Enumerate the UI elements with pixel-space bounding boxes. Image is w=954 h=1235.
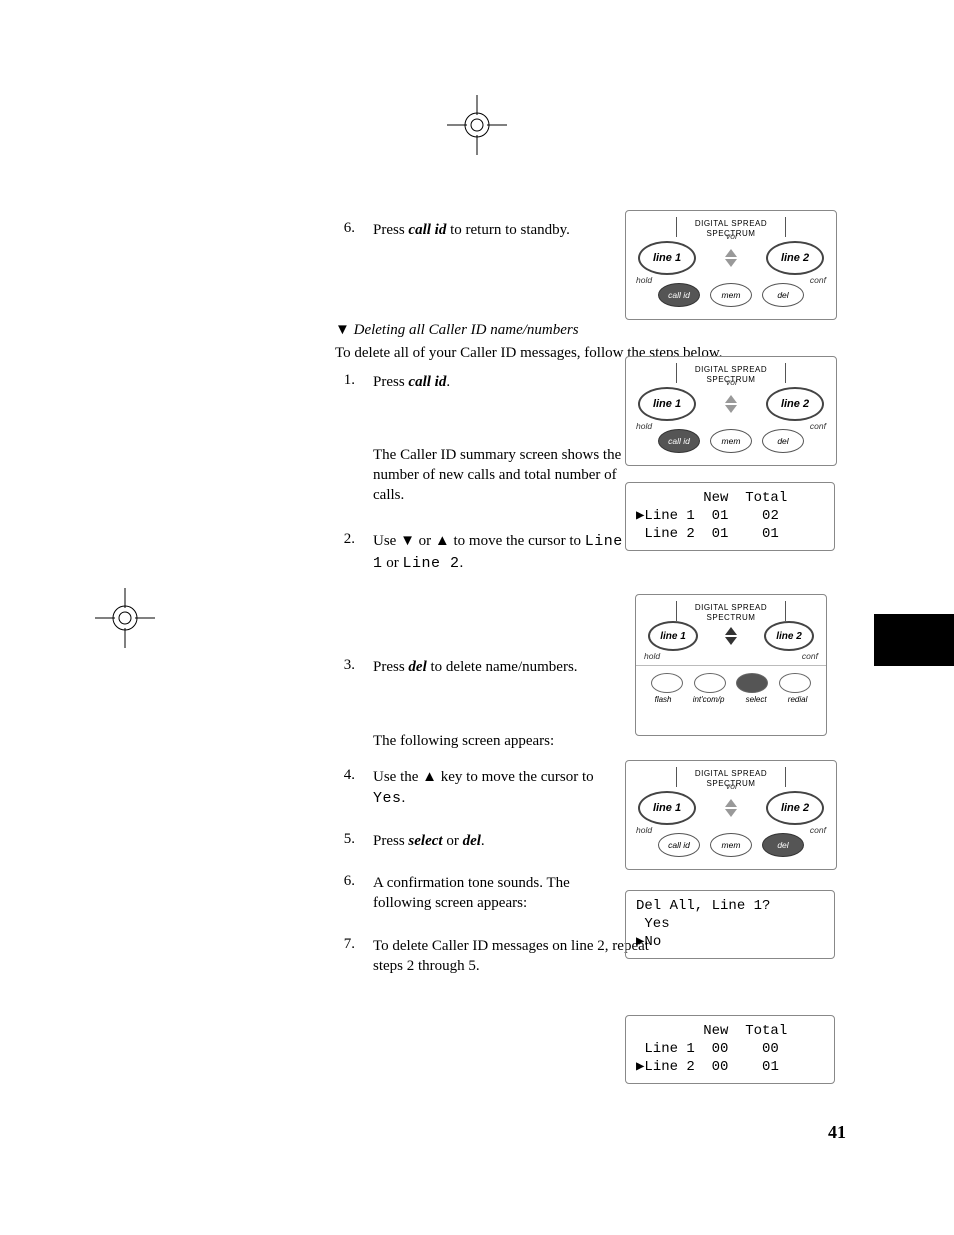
flash-label: flash: [655, 695, 672, 704]
step-number: 6.: [335, 220, 355, 240]
step-number: 7.: [335, 936, 355, 977]
lcd-screen-2: Del All, Line 1? Yes ▶No: [625, 890, 835, 959]
del-button: del: [762, 833, 804, 857]
step-number: 2.: [335, 531, 355, 574]
redial-button: [779, 673, 811, 693]
call-id-button: call id: [658, 283, 700, 307]
mem-button: mem: [710, 833, 752, 857]
keypad-diagram-1: DIGITAL SPREAD SPECTRUM vol line 1 line …: [625, 210, 837, 320]
step-number: 6.: [335, 873, 355, 914]
intcom-button: [694, 673, 726, 693]
flash-button: [651, 673, 683, 693]
step-number: 1.: [335, 372, 355, 505]
mem-button: mem: [710, 429, 752, 453]
step-text: Press call id. The Caller ID summary scr…: [373, 372, 633, 505]
lcd-screen-1: New Total ▶Line 1 01 02 Line 2 01 01: [625, 482, 835, 551]
keypad-diagram-4: DIGITAL SPREAD SPECTRUM vol line 1 line …: [625, 760, 837, 870]
banner-label: DIGITAL SPREAD SPECTRUM: [676, 601, 786, 621]
step-text: A confirmation tone sounds. The followin…: [373, 873, 623, 914]
step-text: Press del to delete name/numbers. The fo…: [373, 657, 633, 752]
mem-button: mem: [710, 283, 752, 307]
line1-button: line 1: [638, 791, 696, 825]
line2-button: line 2: [766, 387, 824, 421]
index-tab: [874, 614, 954, 666]
del-button: del: [762, 429, 804, 453]
line2-button: line 2: [764, 621, 814, 651]
vol-rocker: [725, 799, 737, 817]
step-text: Use ▼ or ▲ to move the cursor to Line 1 …: [373, 531, 633, 574]
call-id-button: call id: [658, 833, 700, 857]
line1-button: line 1: [638, 387, 696, 421]
line1-button: line 1: [638, 241, 696, 275]
select-button: [736, 673, 768, 693]
call-id-button: call id: [658, 429, 700, 453]
vol-label: vol: [726, 231, 737, 241]
step-number: 5.: [335, 831, 355, 851]
intcom-label: int'com/p: [693, 695, 725, 704]
conf-label: conf: [802, 651, 818, 661]
page: 6. Press call id to return to standby. D…: [0, 0, 954, 1235]
keypad-diagram-3: DIGITAL SPREAD SPECTRUM line 1 line 2 ho…: [635, 594, 827, 736]
select-label: select: [746, 695, 767, 704]
crop-mark-top: [447, 95, 507, 155]
step-text: To delete Caller ID messages on line 2, …: [373, 936, 653, 977]
line2-button: line 2: [766, 791, 824, 825]
vol-label: vol: [726, 781, 737, 791]
vol-rocker: [725, 627, 737, 645]
hold-label: hold: [644, 651, 660, 661]
step-number: 3.: [335, 657, 355, 752]
vol-label: vol: [726, 377, 737, 387]
vol-rocker: [725, 395, 737, 413]
step-sub: The Caller ID summary screen shows the n…: [373, 445, 633, 506]
step-number: 4.: [335, 767, 355, 809]
lcd-screen-3: New Total Line 1 00 00 ▶Line 2 00 01: [625, 1015, 835, 1084]
line2-button: line 2: [766, 241, 824, 275]
line1-button: line 1: [648, 621, 698, 651]
vol-rocker: [725, 249, 737, 267]
page-number: 41: [828, 1122, 846, 1143]
crop-mark-left: [95, 588, 155, 648]
keypad-diagram-2: DIGITAL SPREAD SPECTRUM vol line 1 line …: [625, 356, 837, 466]
step-text: Use the ▲ key to move the cursor to Yes.: [373, 767, 603, 809]
step-sub: The following screen appears:: [373, 731, 633, 751]
redial-label: redial: [788, 695, 808, 704]
del-button: del: [762, 283, 804, 307]
section-heading: Deleting all Caller ID name/numbers: [335, 322, 845, 339]
